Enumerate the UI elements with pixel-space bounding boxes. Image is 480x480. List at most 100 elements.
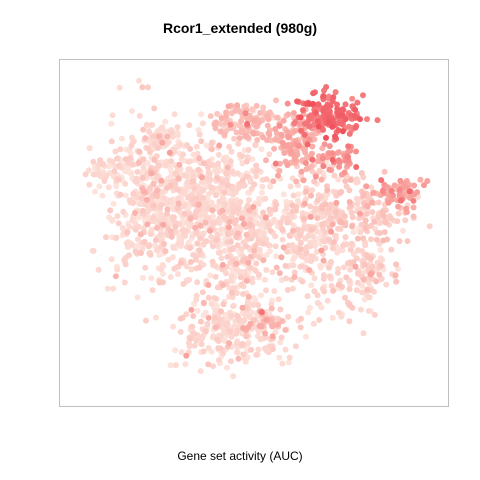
data-point [163,128,170,135]
data-point [349,304,356,311]
data-point [312,109,319,116]
data-point [231,323,238,330]
data-point [392,272,399,279]
data-point [250,130,257,137]
data-point [290,222,297,229]
data-point [219,194,226,201]
data-point [175,175,182,182]
data-point [353,255,360,262]
data-point [305,232,312,239]
data-point [395,203,402,210]
data-point [140,126,147,133]
data-point [359,289,366,296]
data-point [309,143,316,150]
data-point [175,200,182,207]
data-point [326,273,333,280]
data-point [362,225,369,232]
data-point [233,129,240,136]
data-point [126,223,133,230]
data-point [165,139,172,146]
data-point [396,238,403,245]
data-point [205,361,212,368]
data-point [169,254,176,261]
data-point [310,320,317,327]
data-point [245,147,252,153]
data-point [143,317,149,324]
data-point [410,204,417,211]
data-point [243,158,250,165]
data-point [306,304,313,311]
data-point [199,179,205,186]
data-point [200,194,207,201]
data-point [205,345,212,351]
data-point [117,146,124,153]
data-point [326,166,333,173]
data-point [214,175,221,182]
data-point [258,292,264,299]
data-point [305,309,312,316]
data-point [186,122,193,129]
data-point [352,263,359,270]
data-point [357,229,364,236]
data-point [358,170,365,176]
data-point [347,266,354,273]
data-point [190,313,197,319]
data-point [116,84,123,91]
data-point [155,162,162,169]
data-point [230,202,237,209]
data-point [375,214,382,221]
data-point [353,148,359,155]
data-point [368,184,375,191]
data-point [276,168,283,174]
data-point [383,281,390,288]
data-point [293,178,300,185]
data-point [197,368,204,375]
data-point [192,256,199,263]
data-point [181,202,188,209]
data-point [103,234,109,241]
data-point [335,157,342,164]
data-point [143,121,150,128]
data-point [148,275,155,282]
data-point [156,279,163,286]
data-point [129,161,136,168]
data-point [256,246,263,253]
data-point [360,92,366,99]
data-point [211,121,218,128]
data-point [251,181,258,188]
data-point [167,362,174,369]
data-point [183,352,190,359]
data-point [329,245,336,252]
data-point [298,315,304,322]
data-point [360,192,367,199]
data-point [206,171,213,178]
data-point [252,142,259,149]
data-point [214,336,221,343]
data-point [363,210,370,217]
data-point [108,138,115,145]
data-point [285,313,292,320]
data-point [196,247,203,254]
data-point [271,288,278,295]
data-point [242,110,249,117]
data-point [236,135,243,142]
data-point [315,101,322,108]
data-point [175,271,181,277]
data-point [299,278,306,285]
data-point [168,158,175,164]
data-point [308,192,314,199]
data-point [307,213,314,220]
data-point [244,202,251,209]
data-point [139,84,146,91]
data-point [189,168,196,175]
chart-title: Rcor1_extended (980g) [162,20,318,36]
data-point [272,243,279,250]
data-point [129,241,135,248]
data-point [187,335,194,342]
data-point [110,285,117,292]
data-point [120,208,127,215]
data-point [204,321,211,328]
data-point [287,183,294,190]
data-point [255,302,262,308]
data-point [271,145,278,152]
